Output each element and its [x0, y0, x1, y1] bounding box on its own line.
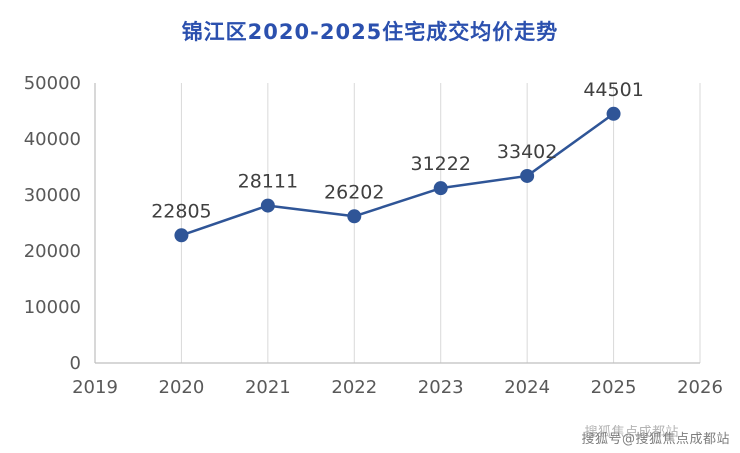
- x-tick-label-2021: 2021: [245, 377, 291, 398]
- watermark-text: 搜狐号@搜狐焦点成都站: [581, 432, 730, 447]
- data-point-2021: [260, 198, 275, 213]
- data-point-2025: [606, 106, 621, 121]
- chart-title: 锦江区2020-2025住宅成交均价走势: [181, 20, 559, 44]
- x-tick-label-2020: 2020: [159, 377, 205, 398]
- data-label-2022: 26202: [324, 181, 384, 203]
- y-tick-label-50000: 50000: [24, 73, 81, 94]
- data-label-2024: 33402: [497, 141, 557, 163]
- data-label-2020: 22805: [151, 200, 211, 222]
- data-point-2024: [520, 168, 535, 183]
- watermark: 搜狐焦点成都站 搜狐号@搜狐焦点成都站: [581, 425, 730, 447]
- x-tick-label-2019: 2019: [72, 377, 118, 398]
- data-point-2022: [347, 209, 362, 224]
- price-trend-line-chart: 0 10000 20000 30000 40000 50000 2019 2020 2021 20…: [24, 73, 723, 398]
- data-point-2020: [174, 228, 189, 243]
- y-tick-label-20000: 20000: [24, 241, 81, 262]
- data-label-2025: 44501: [583, 79, 643, 101]
- x-tick-label-2026: 2026: [677, 377, 723, 398]
- data-label-2021: 28111: [238, 171, 298, 193]
- price-trend-line: [181, 112, 615, 237]
- x-tick-label-2022: 2022: [331, 377, 377, 398]
- x-tick-label-2025: 2025: [591, 377, 637, 398]
- data-point-2023: [433, 181, 448, 196]
- y-tick-label-30000: 30000: [24, 185, 81, 206]
- x-tick-label-2024: 2024: [504, 377, 550, 398]
- watermark-shadow-text: 搜狐焦点成都站: [584, 425, 679, 440]
- data-label-2023: 31222: [410, 153, 470, 175]
- y-tick-label-40000: 40000: [24, 129, 81, 150]
- y-tick-label-0: 0: [70, 353, 81, 374]
- y-tick-label-10000: 10000: [24, 297, 81, 318]
- x-tick-label-2023: 2023: [418, 377, 464, 398]
